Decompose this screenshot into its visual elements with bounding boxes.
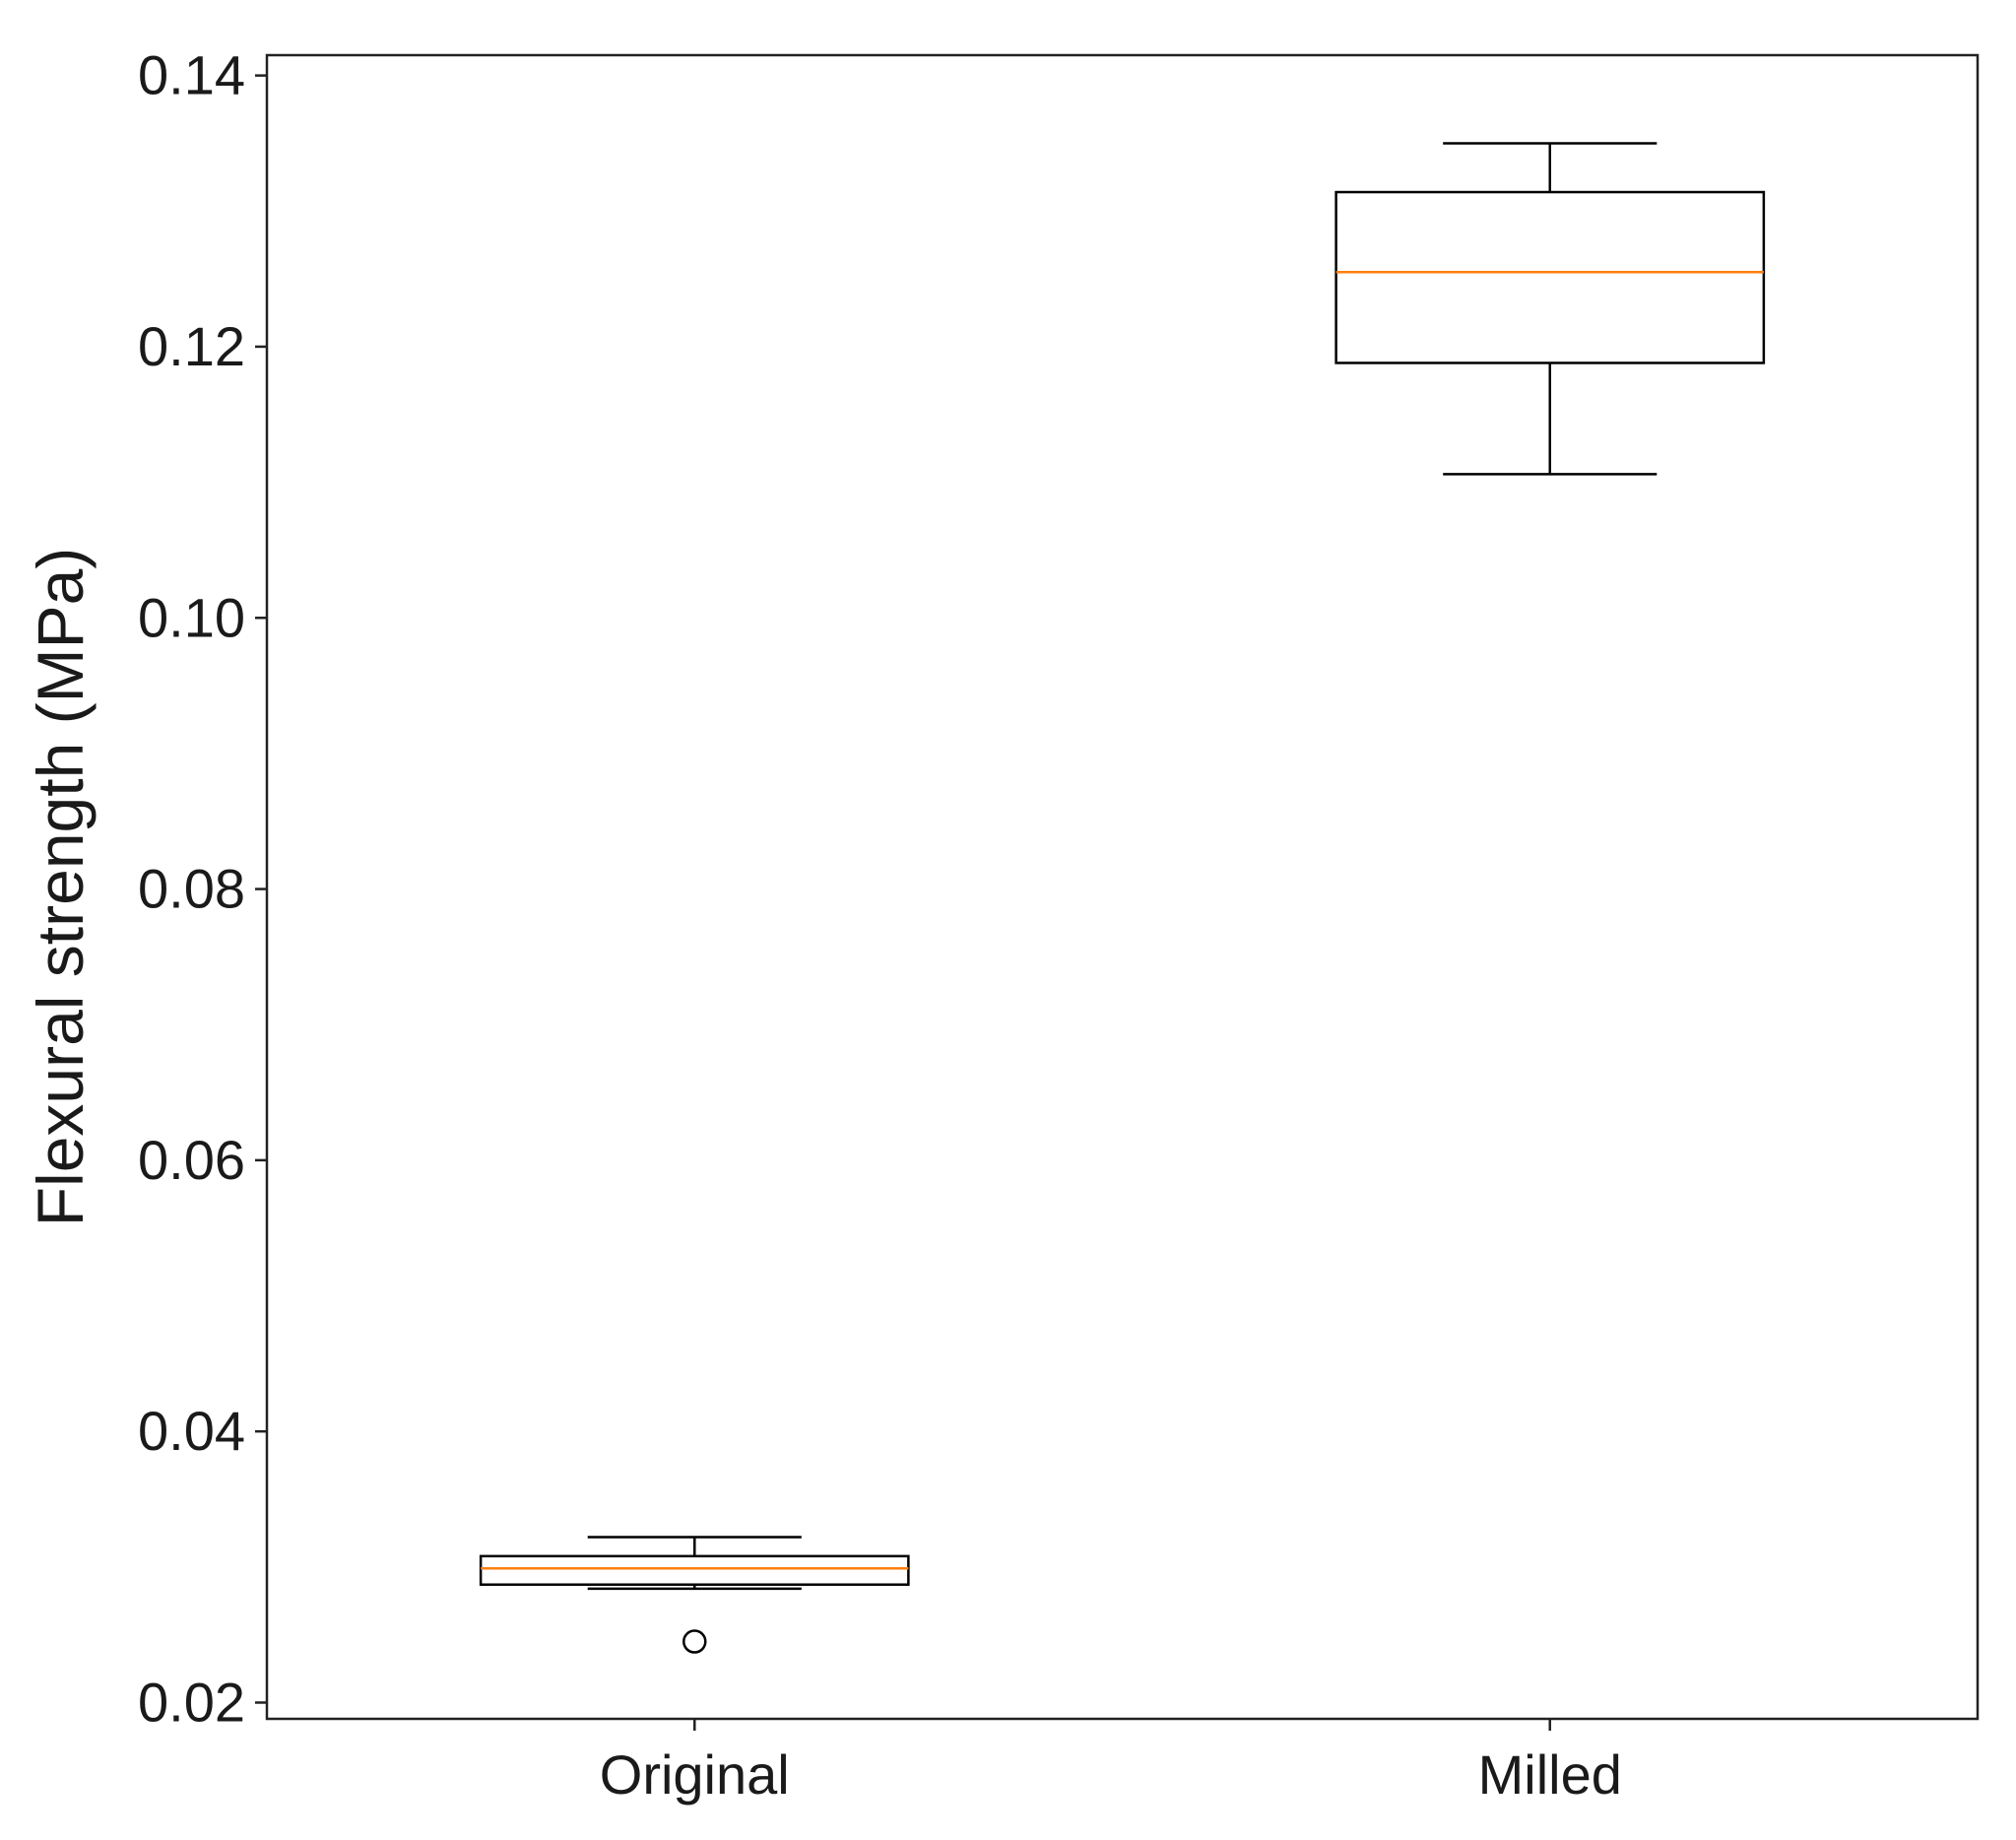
box-group [1334, 142, 1766, 476]
y-tick-label: 0.08 [138, 858, 245, 920]
x-tick-label: Original [600, 1743, 790, 1806]
x-tick-label: Milled [1478, 1743, 1622, 1806]
outlier-point [683, 1629, 707, 1654]
y-axis-title: Flexural strength (MPa) [24, 548, 97, 1227]
y-tick-label: 0.10 [138, 586, 245, 648]
box-group [479, 1536, 910, 1654]
y-tick-label: 0.02 [138, 1671, 245, 1733]
x-axis-ticks: Original Milled [600, 1719, 1622, 1806]
y-tick-label: 0.14 [138, 44, 245, 106]
plot-frame [265, 53, 1980, 1721]
iqr-box [479, 1554, 910, 1586]
y-tick-label: 0.06 [138, 1129, 245, 1191]
y-tick-label: 0.04 [138, 1400, 245, 1462]
y-axis-ticks: 0.02 0.04 0.06 0.08 0.10 0.12 0.14 [138, 44, 267, 1733]
iqr-box [1334, 190, 1766, 364]
y-tick-label: 0.12 [138, 315, 245, 377]
box-series [479, 142, 1766, 1654]
